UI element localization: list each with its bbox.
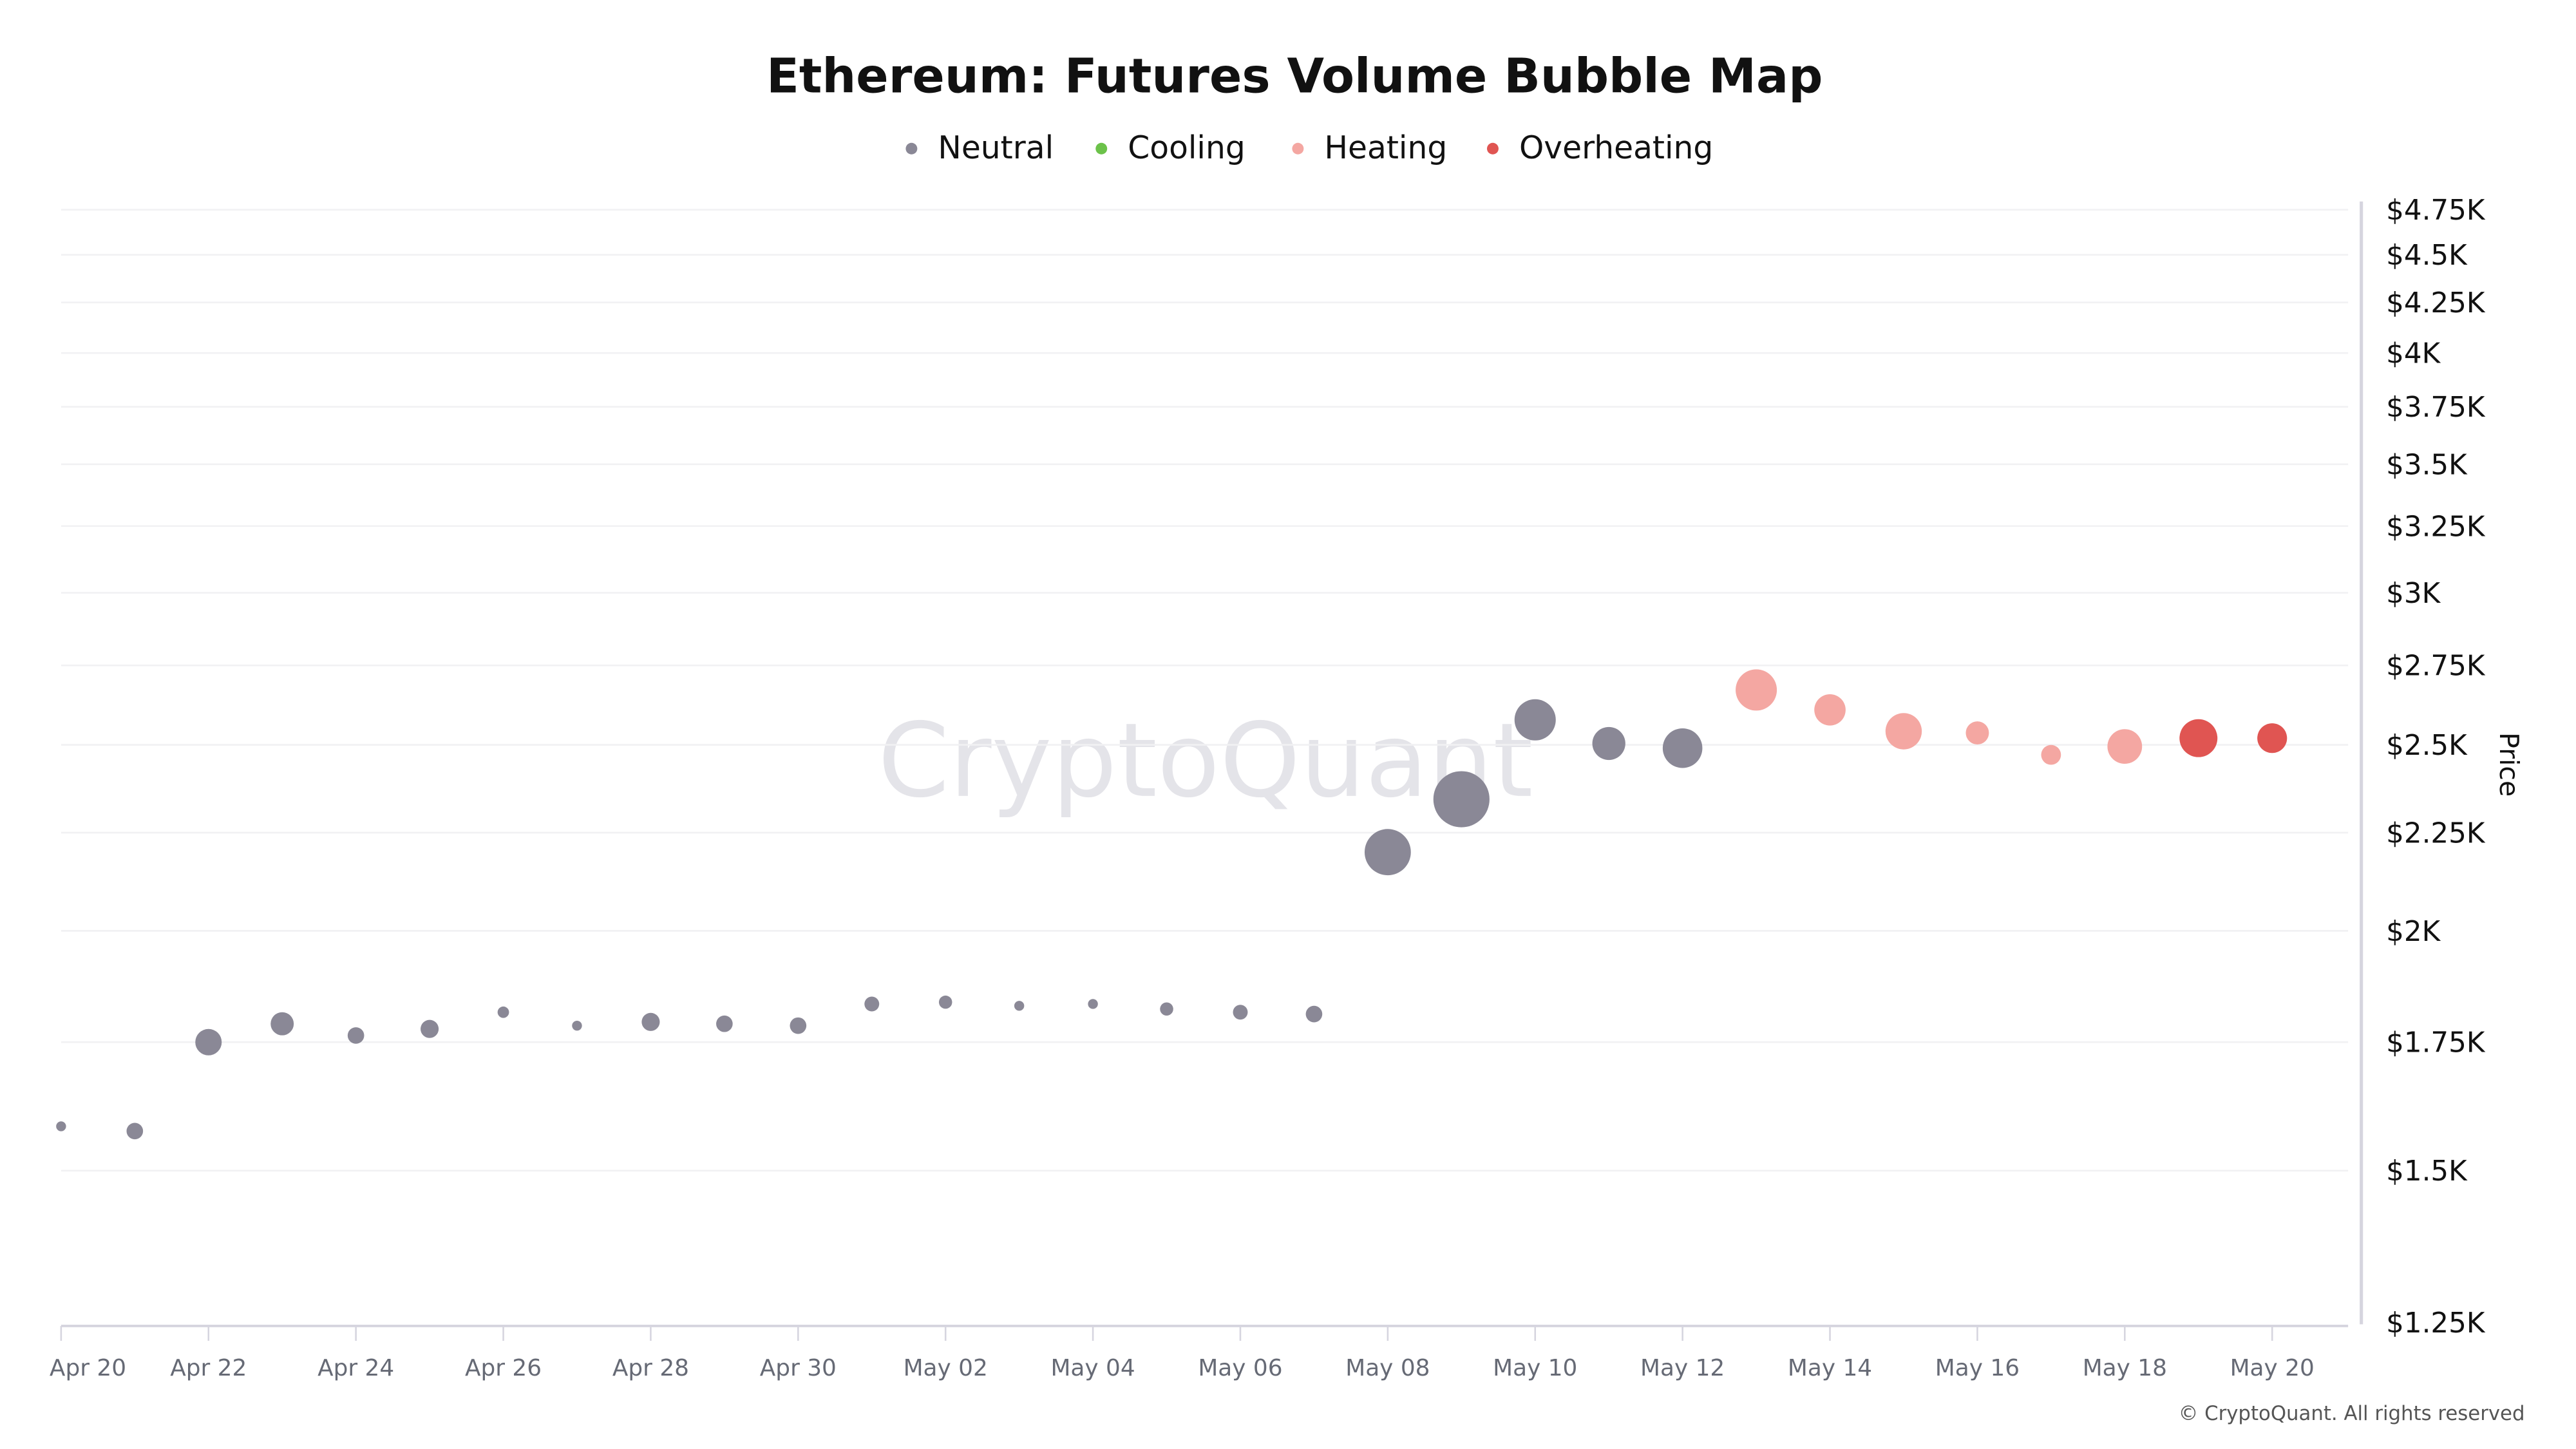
x-tick-label: Apr 24 <box>317 1355 394 1381</box>
bubble-heating <box>1814 694 1846 726</box>
y-tick-label: $3K <box>2386 578 2441 610</box>
bubble-neutral <box>1592 726 1625 761</box>
bubble-neutral <box>195 1028 222 1056</box>
bubble-neutral <box>497 1006 509 1018</box>
x-tick-label: May 20 <box>2230 1355 2315 1381</box>
legend-marker <box>1486 142 1499 155</box>
bubble-neutral <box>1233 1005 1248 1020</box>
y-tick-label: $4.25K <box>2386 287 2486 319</box>
y-tick-label: $1.5K <box>2386 1155 2468 1188</box>
bubble-neutral <box>126 1122 144 1140</box>
bubble-neutral <box>347 1027 365 1044</box>
bubble-neutral <box>1433 771 1490 828</box>
y-tick-label: $3.5K <box>2386 449 2468 481</box>
bubble-neutral <box>1088 999 1098 1009</box>
y-tick-label: $1.25K <box>2386 1307 2486 1340</box>
bubble-overheating <box>2179 719 2218 757</box>
x-tick-label: May 06 <box>1198 1355 1282 1381</box>
y-tick-label: $3.25K <box>2386 511 2486 543</box>
bubble-neutral <box>421 1019 439 1038</box>
legend-marker <box>905 142 918 155</box>
bubble-overheating <box>2257 723 2287 753</box>
x-tick-label: May 12 <box>1640 1355 1725 1381</box>
legend-item-cooling: Cooling <box>1095 130 1245 166</box>
bubble-neutral <box>1160 1002 1173 1016</box>
x-tick-label: Apr 28 <box>612 1355 689 1381</box>
bubbles <box>56 669 2287 1140</box>
bubble-neutral <box>1305 1005 1323 1023</box>
bubble-heating <box>2041 744 2061 765</box>
x-tick-label: Apr 20 <box>50 1355 126 1381</box>
watermark: CryptoQuant <box>878 701 1533 820</box>
legend: Neutral Cooling Heating Overheating <box>905 130 1713 166</box>
y-tick-label: $3.75K <box>2386 392 2486 424</box>
x-axis: Apr 20 Apr 22 Apr 24 Apr 26 Apr 28 Apr 30 May … <box>50 1325 2349 1381</box>
x-tick-label: Apr 26 <box>465 1355 542 1381</box>
y-tick-label: $2.25K <box>2386 817 2486 849</box>
legend-item-neutral: Neutral <box>905 130 1054 166</box>
bubble-neutral <box>270 1012 294 1036</box>
copyright: © CryptoQuant. All rights reserved <box>2179 1402 2525 1425</box>
y-axis: $1.25K $1.5K $1.75K $2K $2.25K $2.5K $2.75K $3K… <box>2360 194 2486 1340</box>
bubble-heating <box>2107 729 2143 764</box>
legend-label: Neutral <box>938 130 1054 166</box>
bubble-neutral <box>1364 829 1411 876</box>
bubble-heating <box>1736 669 1777 711</box>
x-tick-label: May 10 <box>1493 1355 1577 1381</box>
legend-label: Heating <box>1324 130 1447 166</box>
legend-label: Overheating <box>1519 130 1713 166</box>
x-tick-label: May 08 <box>1345 1355 1430 1381</box>
bubble-neutral <box>864 996 880 1012</box>
x-tick-label: May 14 <box>1788 1355 1872 1381</box>
bubble-neutral <box>1014 1001 1025 1011</box>
bubble-neutral <box>1662 728 1703 768</box>
y-tick-label: $4K <box>2386 337 2441 370</box>
bubble-neutral <box>572 1020 582 1031</box>
x-tick-label: May 18 <box>2083 1355 2167 1381</box>
legend-label: Cooling <box>1128 130 1245 166</box>
y-tick-label: $2.5K <box>2386 730 2468 762</box>
legend-marker <box>1292 142 1304 155</box>
bubble-neutral <box>641 1012 660 1031</box>
y-tick-label: $2.75K <box>2386 650 2486 683</box>
y-axis-label: Price <box>2494 732 2524 797</box>
legend-item-overheating: Overheating <box>1486 130 1713 166</box>
x-tick-label: Apr 30 <box>760 1355 837 1381</box>
y-tick-label: $4.75K <box>2386 194 2486 227</box>
x-tick-label: May 04 <box>1050 1355 1135 1381</box>
x-tick-label: May 02 <box>904 1355 988 1381</box>
y-tick-label: $2K <box>2386 916 2441 948</box>
y-tick-label: $4.5K <box>2386 240 2468 272</box>
bubble-neutral <box>56 1121 66 1132</box>
x-tick-label: May 16 <box>1935 1355 2020 1381</box>
bubble-heating <box>1885 713 1922 750</box>
bubble-neutral <box>938 995 952 1009</box>
chart-title: Ethereum: Futures Volume Bubble Map <box>766 48 1823 104</box>
x-tick-label: Apr 22 <box>170 1355 247 1381</box>
legend-marker <box>1095 142 1108 155</box>
bubble-neutral <box>1514 699 1556 741</box>
bubble-heating <box>1965 721 1989 744</box>
bubble-neutral <box>790 1017 807 1034</box>
gridlines <box>61 209 2349 1172</box>
y-tick-label: $1.75K <box>2386 1027 2486 1059</box>
bubble-neutral <box>716 1015 733 1032</box>
legend-item-heating: Heating <box>1292 130 1447 166</box>
